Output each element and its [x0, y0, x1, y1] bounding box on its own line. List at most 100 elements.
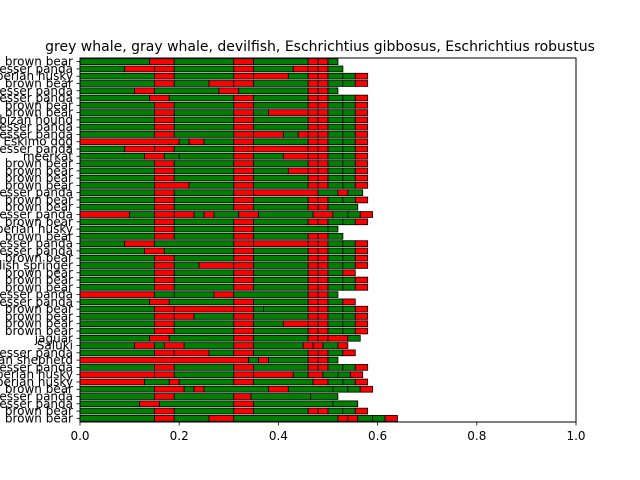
bar-segment: [317, 65, 329, 73]
bar-segment: [233, 58, 254, 65]
bar-segment: [317, 102, 329, 109]
bar-segment: [213, 211, 240, 218]
bar-segment: [173, 218, 235, 226]
bar-segment: [250, 393, 312, 400]
bar-segment: [327, 276, 344, 284]
bar-segment: [233, 145, 254, 153]
bar-segment: [342, 72, 356, 80]
bar-segment: [173, 371, 235, 378]
bar-segment: [317, 138, 329, 146]
bar-segment: [317, 167, 329, 175]
y-tick-label: lesser panda: [0, 237, 73, 251]
bar-segment: [173, 225, 235, 233]
y-tick-label: lesser panda: [0, 84, 73, 98]
bar-segment: [173, 407, 235, 415]
y-tick-label: Siberian husky: [0, 368, 73, 382]
bar-segment: [79, 254, 155, 262]
bar-segment: [307, 218, 319, 226]
bar-segment: [173, 131, 235, 138]
bar-segment: [79, 320, 155, 328]
bar-segment: [317, 327, 329, 335]
bar-segment: [173, 160, 235, 167]
bar-segment: [153, 415, 175, 422]
bar-segment: [253, 254, 309, 262]
bar-segment: [317, 313, 329, 320]
bar-segment: [317, 123, 329, 131]
bar-segment: [307, 138, 319, 146]
bar-segment: [317, 80, 329, 87]
bar-segment: [233, 371, 254, 378]
y-tick-label: brown bear: [5, 309, 73, 323]
bar-segment: [253, 138, 309, 146]
bar-segment: [168, 378, 180, 386]
bar-segment: [307, 80, 319, 87]
bar-segment: [233, 276, 254, 284]
bar-segment: [354, 254, 369, 262]
y-tick-label: lesser panda: [0, 360, 73, 374]
bar-segment: [342, 378, 356, 386]
bar-segment: [342, 305, 356, 313]
bar-segment: [384, 415, 398, 422]
bar-segment: [79, 371, 155, 378]
bar-segment: [79, 145, 126, 153]
bar-segment: [153, 320, 175, 328]
bar-segment: [307, 102, 319, 109]
x-tick-label: 1.0: [566, 429, 585, 443]
bar-segment: [79, 378, 145, 386]
bar-segment: [173, 109, 235, 116]
y-tick-label: Saluki: [37, 339, 73, 353]
bar-segment: [153, 305, 175, 313]
y-tick-label: Eskimo dog: [3, 135, 73, 149]
bar-segment: [307, 196, 319, 204]
bar-segment: [327, 378, 344, 386]
bar-segment: [327, 313, 344, 320]
plot-frame: [79, 57, 577, 423]
bar-segment: [354, 378, 369, 386]
bar-segment: [79, 247, 145, 255]
bar-segment: [153, 80, 175, 87]
y-tick-label: brown bear: [5, 55, 73, 69]
bar-segment: [153, 203, 175, 211]
bar-segment: [79, 218, 155, 226]
bar-segment: [253, 298, 309, 306]
bar-segment: [287, 385, 334, 393]
bar-segment: [327, 102, 344, 109]
bar-segment: [354, 182, 369, 189]
bar-segment: [307, 94, 319, 102]
bar-segment: [233, 349, 254, 357]
bar-segment: [342, 269, 356, 277]
bar-segment: [312, 378, 329, 386]
bar-segment: [253, 72, 289, 80]
bar-segment: [307, 269, 319, 277]
y-tick-label: brown bear: [5, 164, 73, 178]
bar-segment: [173, 211, 195, 218]
bar-segment: [173, 305, 235, 313]
y-tick-label: brown bear: [5, 76, 73, 90]
y-tick-label: lesser panda: [0, 127, 73, 141]
bar-segment: [287, 167, 309, 175]
bar-segment: [173, 284, 235, 291]
x-tick-label: 0.8: [467, 429, 486, 443]
bar-segment: [317, 298, 329, 306]
bar-segment: [307, 327, 319, 335]
bar-segment: [317, 356, 329, 364]
bar-segment: [253, 276, 309, 284]
bar-segment: [153, 342, 165, 349]
bar-segment: [342, 160, 356, 167]
bar-segment: [327, 327, 344, 335]
bar-segment: [354, 218, 369, 226]
y-tick-label: brown bear: [5, 317, 73, 331]
bar-segment: [153, 364, 175, 371]
bar-segment: [208, 349, 235, 357]
y-tick-label: lesser panda: [0, 120, 73, 134]
bar-segment: [173, 320, 235, 328]
bar-segment: [317, 407, 329, 415]
bar-segment: [253, 65, 294, 73]
bar-segment: [144, 247, 165, 255]
bar-segment: [327, 196, 344, 204]
y-tick-label: brown bear: [5, 382, 73, 396]
y-tick-label: brown bear: [5, 324, 73, 338]
bar-segment: [327, 94, 344, 102]
bar-segment: [253, 109, 269, 116]
bar-segment: [317, 116, 329, 124]
